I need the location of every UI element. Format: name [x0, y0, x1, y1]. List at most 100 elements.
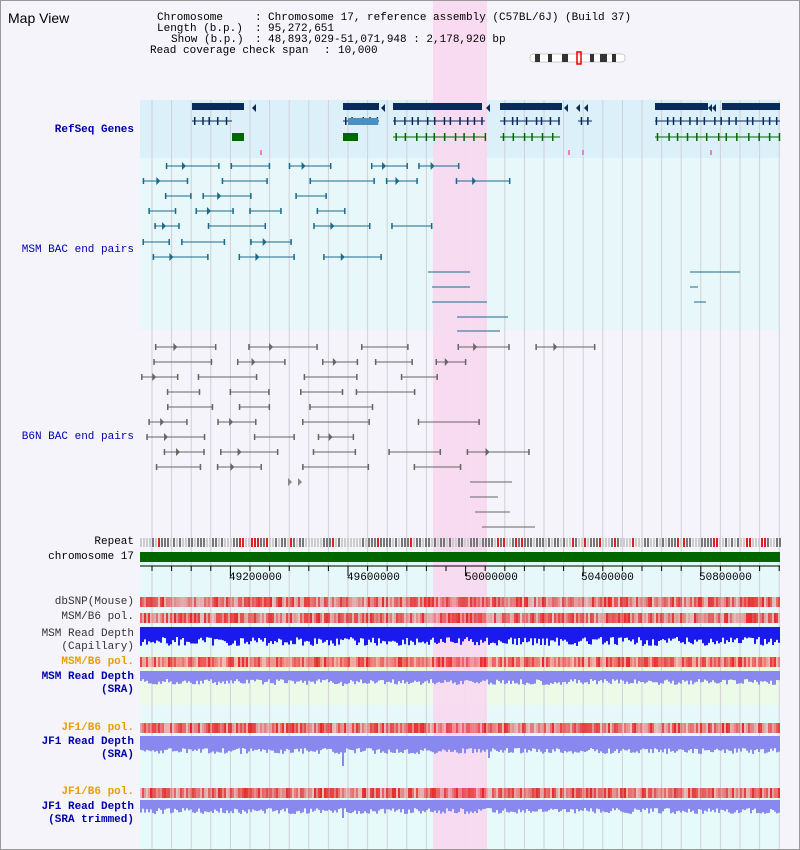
- dbsnp-heat: [776, 597, 778, 607]
- jf1-b6-pol-heat: [606, 723, 608, 733]
- msm-capillary-depth-bar: [416, 627, 418, 639]
- msm-sra-depth-bar: [612, 671, 614, 680]
- msm-bac-pair-end: [323, 254, 325, 260]
- jf1-trimmed-depth-bar: [252, 800, 254, 810]
- msm-b6-pol-heat: [632, 613, 634, 623]
- msm-b6-pol-heat: [310, 613, 312, 623]
- msm-capillary-depth-bar: [208, 627, 210, 638]
- jf1-b6-pol-2-heat: [238, 788, 240, 798]
- repeat-mark: [266, 538, 268, 547]
- msm-capillary-depth-bar: [272, 627, 274, 645]
- exon-mark: [689, 117, 691, 125]
- repeat-mark: [203, 538, 205, 547]
- jf1-b6-pol-2-heat: [580, 788, 582, 798]
- jf1-trimmed-depth-bar: [770, 800, 772, 810]
- msm-b6-pol-heat: [488, 613, 490, 623]
- jf1-b6-pol-heat: [342, 723, 344, 733]
- msm-capillary-depth-bar: [676, 627, 678, 638]
- msm-sra-depth-bar: [546, 671, 548, 685]
- dbsnp-heat: [402, 597, 404, 607]
- jf1-b6-pol-heat: [708, 723, 710, 733]
- jf1-sra-depth-bar: [384, 736, 386, 753]
- msm-sra-depth-bar: [254, 671, 256, 682]
- dbsnp-heat: [270, 597, 272, 607]
- jf1-b6-pol-2-heat: [754, 788, 756, 798]
- jf1-b6-pol-2-heat: [766, 788, 768, 798]
- jf1-b6-pol-heat: [530, 723, 532, 733]
- repeat-mark: [572, 538, 574, 547]
- track-label-msm-b6-pol: MSM/B6 pol.: [61, 611, 134, 623]
- msm-capillary-depth-bar: [404, 627, 406, 645]
- jf1-trimmed-depth-bar: [768, 800, 770, 813]
- repeat-mark: [227, 538, 229, 547]
- dbsnp-heat: [370, 597, 372, 607]
- msm-sra-depth-bar: [762, 671, 764, 682]
- jf1-b6-pol-2-heat: [702, 788, 704, 798]
- msm-sra-depth-bar: [452, 671, 454, 684]
- jf1-sra-depth-bar: [470, 736, 472, 749]
- msm-b6-pol-heat: [172, 613, 174, 623]
- msm-b6-pol-heat: [278, 613, 280, 623]
- jf1-b6-pol-2-heat: [776, 788, 778, 798]
- dbsnp-heat: [320, 597, 322, 607]
- jf1-b6-pol-2-heat: [204, 788, 206, 798]
- jf1-sra-depth-bar: [496, 736, 498, 751]
- track-label-b6n-bac[interactable]: B6N BAC end pairs: [21, 431, 134, 443]
- jf1-b6-pol-heat: [626, 723, 628, 733]
- repeat-mark: [452, 538, 454, 547]
- msm-sra-depth-bar: [390, 671, 392, 683]
- repeat-mark: [299, 538, 301, 547]
- msm-capillary-depth-bar: [414, 627, 416, 645]
- repeat-mark: [257, 538, 259, 547]
- jf1-b6-pol-2-heat: [362, 788, 364, 798]
- jf1-b6-pol-heat: [608, 723, 610, 733]
- repeat-mark: [383, 538, 385, 547]
- jf1-b6-pol-heat: [288, 723, 290, 733]
- msm-capillary-depth-bar: [182, 627, 184, 638]
- msm-b6-pol-heat: [412, 613, 414, 623]
- msm-b6-pol-sra-heat: [428, 657, 430, 667]
- jf1-sra-depth-bar: [434, 736, 436, 754]
- msm-sra-depth-bar: [708, 671, 710, 684]
- jf1-b6-pol-2-heat: [400, 788, 402, 798]
- jf1-b6-pol-heat: [584, 723, 586, 733]
- axis-tick-label: 49200000: [229, 572, 282, 584]
- jf1-b6-pol-2-heat: [458, 788, 460, 798]
- msm-capillary-depth-bar: [496, 627, 498, 646]
- msm-bac-pair-end: [309, 178, 312, 184]
- jf1-b6-pol-2-heat: [752, 788, 754, 798]
- msm-capillary-depth-bar: [740, 627, 742, 644]
- msm-capillary-depth-bar: [680, 627, 682, 643]
- msm-b6-pol-sra-heat: [164, 657, 166, 667]
- msm-b6-pol-heat: [518, 613, 520, 623]
- track-label-refseq[interactable]: RefSeq Genes: [54, 124, 134, 136]
- msm-sra-depth-bar: [628, 671, 630, 684]
- jf1-b6-pol-2-heat: [600, 788, 602, 798]
- msm-b6-pol-sra-heat: [662, 657, 664, 667]
- jf1-trimmed-depth-bar: [470, 800, 472, 812]
- repeat-mark: [431, 538, 433, 547]
- msm-b6-pol-heat: [416, 613, 418, 623]
- dbsnp-heat: [492, 597, 494, 607]
- msm-capillary-depth-bar: [256, 627, 258, 643]
- jf1-trimmed-depth-bar: [268, 800, 270, 809]
- msm-b6-pol-sra-heat: [460, 657, 462, 667]
- jf1-trimmed-depth-bar: [580, 800, 582, 811]
- jf1-b6-pol-2-heat: [604, 788, 606, 798]
- msm-b6-pol-sra-heat: [234, 657, 236, 667]
- strand-arrow-icon: [301, 162, 306, 170]
- exon-mark: [512, 133, 515, 141]
- msm-b6-pol-heat: [274, 613, 276, 623]
- track-label-msm-bac[interactable]: MSM BAC end pairs: [21, 244, 134, 256]
- msm-b6-pol-sra-heat: [154, 657, 156, 667]
- jf1-trimmed-depth-bar: [362, 800, 364, 814]
- jf1-b6-pol-heat: [432, 723, 434, 733]
- msm-b6-pol-sra-heat: [574, 657, 576, 667]
- jf1-sra-depth-bar: [366, 736, 368, 749]
- jf1-sra-depth-bar: [308, 736, 310, 752]
- jf1-b6-pol-2-heat: [230, 788, 232, 798]
- jf1-b6-pol-heat: [612, 723, 614, 733]
- b6n-bac-pair-end: [535, 344, 537, 350]
- msm-b6-pol-heat: [346, 613, 348, 623]
